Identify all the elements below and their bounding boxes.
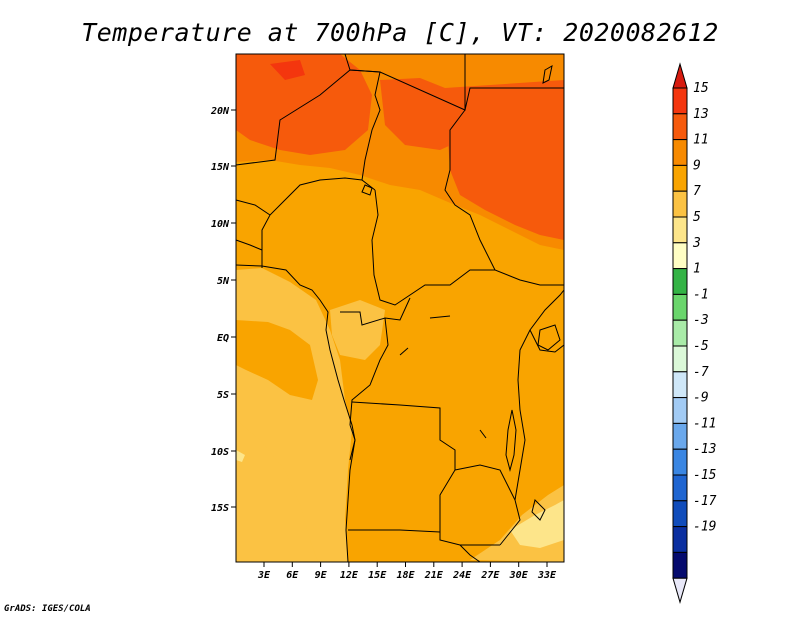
- border-angola: [351, 401, 500, 546]
- border-namibia: [348, 529, 441, 533]
- colorbar-label: -1: [693, 287, 709, 302]
- lat-tick-label: 5N: [217, 276, 230, 287]
- border-wa-2: [235, 239, 263, 251]
- colorbar-swatch: [672, 319, 688, 347]
- colorbar-swatch: [672, 87, 688, 115]
- lon-tick-label: 3E: [257, 570, 271, 581]
- nile-feature: [542, 65, 553, 84]
- lake-victoria: [537, 324, 561, 351]
- river-3: [479, 429, 487, 439]
- colorbar-swatch: [672, 164, 688, 192]
- border-nigeria-south: [261, 177, 363, 268]
- colorbar-label: 9: [693, 158, 701, 173]
- colorbar-swatch: [672, 216, 688, 244]
- colorbar-label: -13: [693, 442, 716, 457]
- border-east-lakes: [499, 289, 565, 546]
- longitude-axis: 3E 6E 9E 12E 15E 18E 21E 24E 27E 30E 33E: [257, 562, 557, 581]
- border-chad-sudan: [444, 54, 564, 286]
- colorbar-top-arrow: [672, 62, 688, 89]
- coastline-west: [235, 264, 356, 563]
- colorbar-label: 5: [693, 210, 701, 225]
- colorbar-label: -11: [693, 416, 716, 431]
- river-1: [429, 315, 451, 319]
- colorbar-label: 15: [693, 81, 709, 96]
- border-uganda: [529, 329, 565, 353]
- colorbar-swatch: [672, 448, 688, 476]
- colorbar-swatch: [672, 422, 688, 450]
- field-gulf-9: [236, 320, 318, 400]
- lat-tick-label: 15S: [211, 503, 229, 514]
- colorbar-label: -15: [693, 468, 717, 483]
- colorbar-swatch: [672, 190, 688, 218]
- lat-tick-label: 20N: [210, 106, 230, 117]
- field-ocean-sw-7: [236, 420, 318, 562]
- lake-tanganyika: [505, 409, 517, 472]
- colorbar-swatch: [672, 474, 688, 502]
- map-frame: [235, 53, 565, 563]
- border-cabinda: [349, 424, 356, 461]
- colorbar-swatch: [672, 139, 688, 166]
- credit-text: GrADS: IGES/COLA: [4, 604, 91, 614]
- field-gabon-7: [330, 300, 385, 360]
- colorbar-label: -7: [693, 365, 709, 380]
- colorbar-label: -19: [693, 520, 716, 535]
- lat-tick-label: 10N: [211, 219, 230, 230]
- temperature-field: [236, 54, 564, 562]
- lat-tick-label: 5S: [217, 390, 229, 401]
- lon-tick-label: 33E: [537, 570, 557, 581]
- colorbar-swatch: [672, 268, 688, 295]
- lon-tick-label: 6E: [286, 570, 299, 581]
- lon-tick-label: 12E: [340, 570, 359, 581]
- colorbar-label: 13: [693, 107, 709, 122]
- border-congo-north: [340, 297, 411, 326]
- field-hot-15: [270, 60, 305, 80]
- colorbar-swatch: [672, 113, 688, 141]
- border-libya-chad: [344, 53, 564, 111]
- field-ne-13: [445, 80, 564, 240]
- lon-tick-label: 24E: [452, 570, 472, 581]
- field-speck-5: [236, 450, 245, 462]
- lat-tick-label: 10S: [211, 447, 229, 458]
- colorbar-label: 7: [693, 184, 701, 199]
- chart-title: Temperature at 700hPa [C], VT: 202008261…: [81, 18, 719, 47]
- colorbar-swatch: [672, 242, 688, 270]
- border-congo-drc: [349, 317, 389, 426]
- border-zambia: [454, 464, 516, 501]
- colorbar-label: -3: [693, 313, 709, 328]
- lat-tick-label: EQ: [217, 333, 229, 344]
- colorbar-swatch: [672, 526, 688, 553]
- river-2: [399, 347, 409, 356]
- lon-tick-label: 30E: [509, 570, 529, 581]
- border-zim: [459, 544, 481, 563]
- colorbar-bottom-arrow: [672, 577, 688, 604]
- lon-tick-label: 15E: [368, 570, 387, 581]
- lon-tick-label: 9E: [315, 570, 328, 581]
- colorbar-swatch: [672, 293, 688, 321]
- colorbar-label: 1: [693, 262, 701, 277]
- field-se-5: [510, 500, 564, 548]
- lon-tick-label: 21E: [424, 570, 444, 581]
- latitude-axis: 20N 15N 10N 5N EQ 5S 10S 15S: [210, 106, 236, 514]
- lat-tick-label: 15N: [211, 162, 230, 173]
- colorbar-swatch: [672, 371, 688, 399]
- colorbar-swatch: [672, 551, 688, 579]
- colorbar-label: -9: [693, 391, 709, 406]
- lake-malawi: [531, 499, 546, 521]
- border-niger-nigeria: [235, 69, 381, 191]
- lon-tick-label: 18E: [396, 570, 415, 581]
- colorbar-label: -17: [693, 494, 717, 509]
- lon-tick-label: 27E: [480, 570, 500, 581]
- colorbar-swatch: [672, 345, 688, 373]
- colorbar: 15 13 11 9 7 5 3 1 -1 -3 -5 -7 -9 -11 -13 -15 -17 -19: [672, 62, 717, 604]
- colorbar-label: 3: [692, 236, 701, 251]
- colorbar-swatch: [672, 397, 688, 424]
- border-wa-1: [235, 199, 271, 216]
- border-car: [371, 189, 495, 306]
- colorbar-label: 11: [693, 133, 709, 148]
- colorbar-swatch: [672, 500, 688, 528]
- lake-chad: [361, 184, 373, 196]
- colorbar-label: -5: [693, 339, 709, 354]
- country-borders: [235, 53, 565, 563]
